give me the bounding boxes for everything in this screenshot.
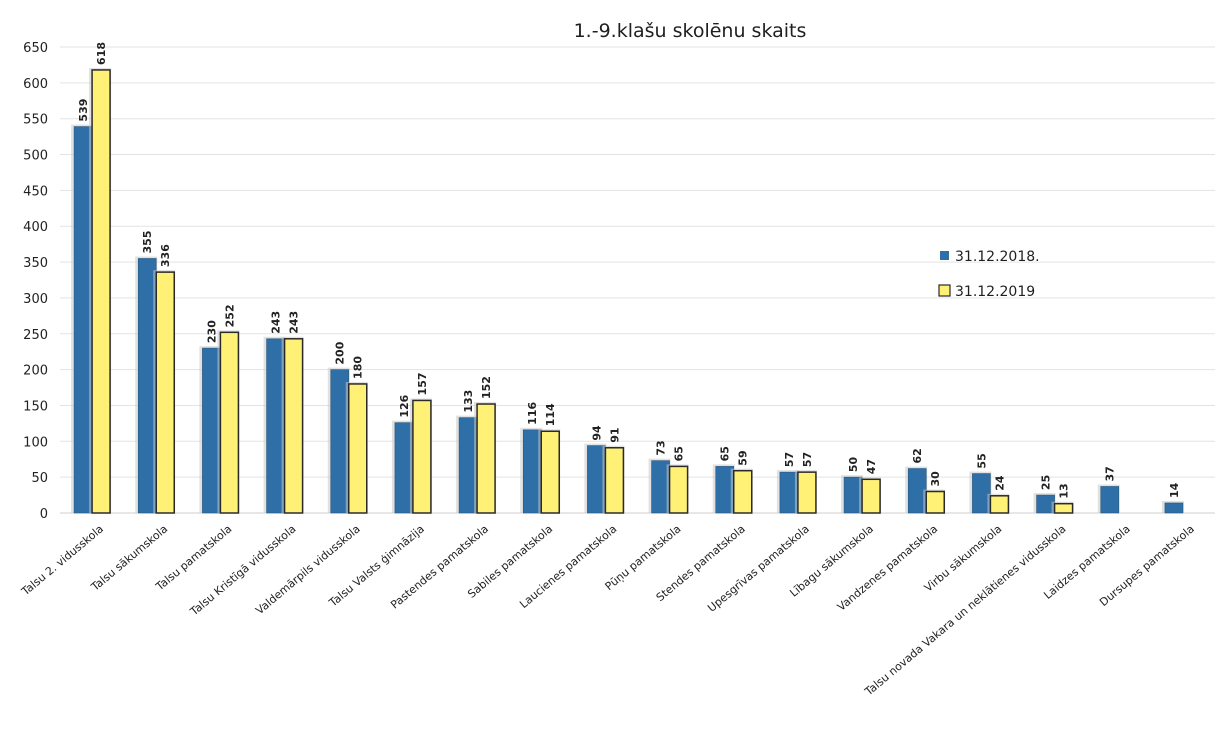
data-label: 94 [590, 425, 603, 441]
bar-2019 [219, 331, 240, 514]
data-label: 73 [655, 440, 668, 455]
bar-2019 [1053, 502, 1074, 514]
y-tick-label: 550 [23, 113, 48, 128]
y-axis-ticks: 0 50 100 150 200 250 300 350 400 450 500 550 600 650 [23, 41, 48, 522]
y-tick-label: 500 [23, 149, 48, 164]
data-label: 30 [929, 471, 942, 487]
data-label: 114 [544, 403, 557, 426]
bar-2019 [412, 399, 432, 514]
bars [71, 67, 1184, 514]
y-tick-label: 200 [23, 364, 48, 379]
bar-2019 [91, 69, 111, 514]
bar-2019 [989, 495, 1010, 514]
bar-2018 [972, 473, 991, 514]
bar-2019 [348, 383, 368, 514]
y-tick-label: 250 [23, 328, 48, 343]
chart-title: 1.-9.klašu skolēnu skaits [574, 20, 807, 42]
bar-2019 [476, 403, 496, 514]
legend-swatch-2018 [940, 251, 949, 260]
data-label: 59 [737, 450, 750, 465]
data-label: 62 [911, 448, 924, 463]
data-label: 14 [1168, 482, 1181, 498]
data-label: 133 [462, 390, 475, 413]
data-label: 180 [352, 356, 365, 379]
bar-2019 [733, 469, 753, 514]
x-tick-label: Upesgrīvas pamatskola [705, 522, 812, 614]
bar-2018 [1100, 486, 1120, 514]
bar-2019 [540, 430, 560, 514]
data-label: 200 [334, 341, 347, 364]
bar-2019 [668, 465, 689, 514]
bar-2019 [155, 271, 175, 514]
y-tick-label: 650 [23, 41, 48, 56]
data-label: 57 [801, 452, 814, 467]
data-label: 618 [95, 42, 108, 65]
data-label: 252 [223, 304, 236, 327]
data-label: 65 [673, 446, 686, 461]
y-tick-label: 400 [23, 220, 48, 235]
y-tick-label: 600 [23, 77, 48, 92]
bar-2019 [797, 471, 817, 514]
data-label: 50 [847, 457, 860, 473]
data-label: 116 [526, 402, 539, 425]
data-label: 13 [1058, 483, 1071, 498]
y-tick-label: 350 [23, 256, 48, 271]
y-tick-label: 150 [23, 399, 48, 414]
data-label: 55 [975, 453, 988, 468]
legend-label-2019: 31.12.2019 [955, 284, 1035, 300]
data-label: 25 [1040, 475, 1053, 490]
data-label: 65 [719, 446, 732, 461]
data-label: 152 [480, 376, 493, 399]
bar-2019 [861, 478, 881, 514]
data-label: 230 [205, 320, 218, 343]
data-label: 243 [270, 311, 283, 334]
legend-swatch-2019 [938, 284, 951, 297]
y-tick-label: 100 [23, 435, 48, 450]
data-label: 336 [159, 244, 172, 267]
data-label: 243 [288, 311, 301, 334]
data-label: 157 [416, 372, 429, 395]
y-tick-label: 50 [31, 471, 48, 486]
bar-2019 [925, 490, 945, 514]
y-tick-label: 0 [40, 507, 48, 522]
bar-2019 [283, 338, 304, 514]
bar-2019 [604, 447, 625, 514]
x-tick-label: Talsu Kristīgā vidusskola [187, 522, 298, 618]
data-label: 24 [993, 475, 1006, 491]
legend: 31.12.2018. 31.12.2019 [938, 249, 1040, 300]
data-label: 126 [398, 394, 411, 417]
data-label: 37 [1104, 466, 1117, 481]
bar-2018 [1164, 502, 1184, 514]
x-tick-label: Valdemārpils vidusskola [253, 522, 362, 617]
data-label: 57 [783, 452, 796, 467]
data-label: 47 [865, 459, 878, 474]
data-label: 539 [77, 99, 90, 122]
y-tick-label: 300 [23, 292, 48, 307]
y-tick-label: 450 [23, 184, 48, 199]
data-label: 91 [608, 427, 621, 442]
gridlines [60, 46, 1215, 514]
legend-label-2018: 31.12.2018. [955, 249, 1040, 265]
data-label: 355 [141, 231, 154, 254]
